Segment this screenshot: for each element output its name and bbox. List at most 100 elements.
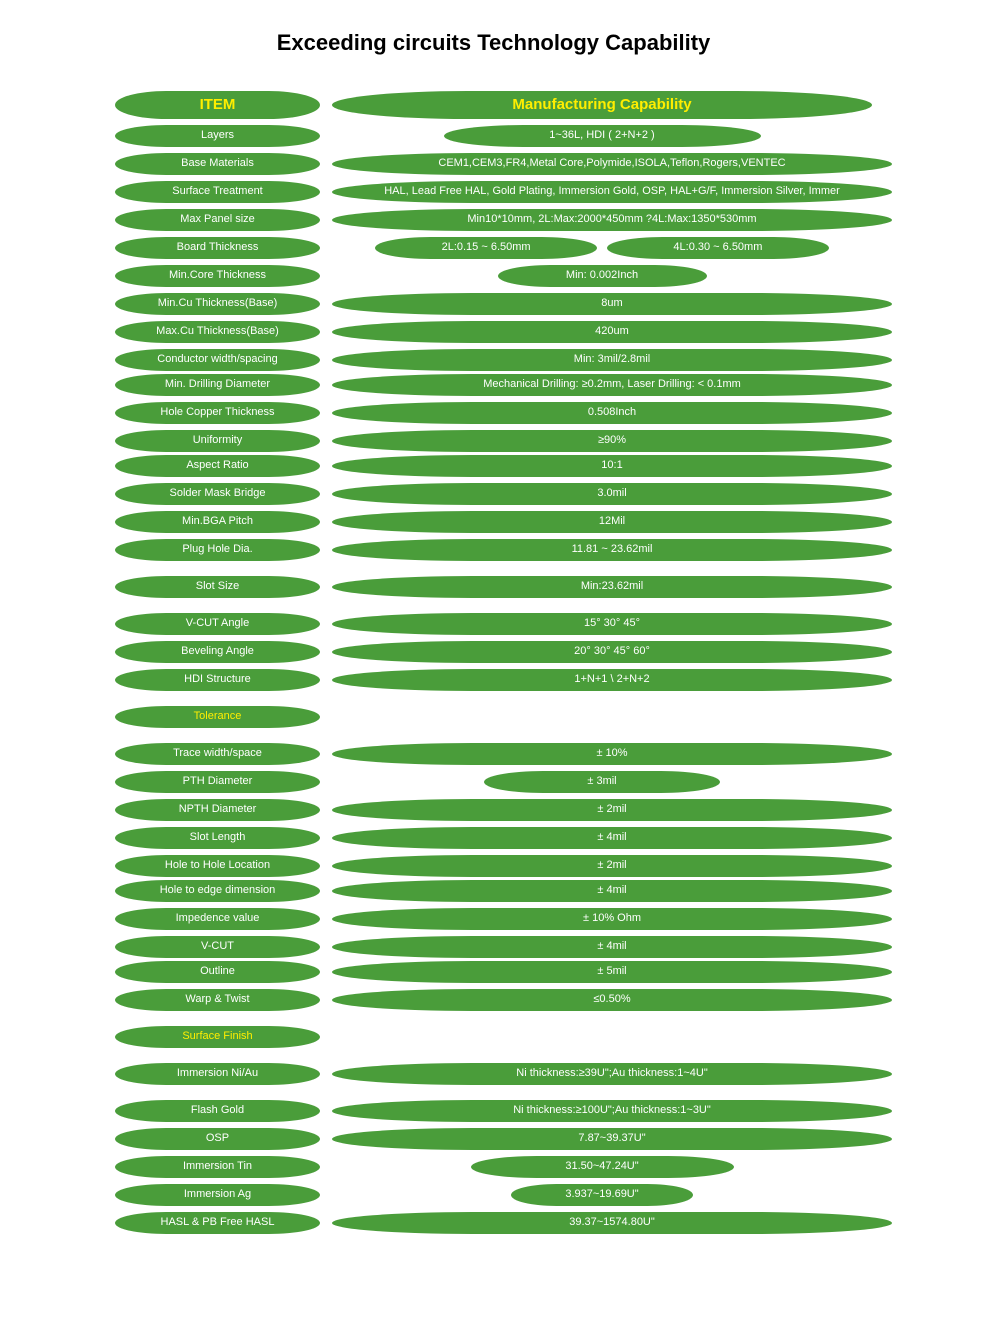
capability-value: 2L:0.15 ~ 6.50mm xyxy=(375,237,597,259)
capability-value: ± 2mil xyxy=(332,855,892,877)
rows-container: Layers1~36L, HDI ( 2+N+2 ) Base Materials… xyxy=(115,125,872,1234)
table-row: V-CUT Angle15° 30° 45° xyxy=(115,613,872,635)
item-label: Trace width/space xyxy=(115,743,320,765)
item-label: Immersion Ni/Au xyxy=(115,1063,320,1085)
item-cell: HDI Structure xyxy=(115,669,320,691)
capability-cell: HAL, Lead Free HAL, Gold Plating, Immers… xyxy=(332,181,872,203)
capability-cell: ± 10% Ohm xyxy=(332,908,872,930)
capability-cell: 39.37~1574.80U" xyxy=(332,1212,872,1234)
capability-value: ± 5mil xyxy=(332,961,892,983)
item-cell: PTH Diameter xyxy=(115,771,320,793)
table-row: OSP7.87~39.37U" xyxy=(115,1128,872,1150)
capability-value: ≤0.50% xyxy=(332,989,892,1011)
item-cell: Impedence value xyxy=(115,908,320,930)
capability-value: ± 4mil xyxy=(332,936,892,958)
item-label: Layers xyxy=(115,125,320,147)
item-cell: Conductor width/spacingMin. Drilling Dia… xyxy=(115,349,320,396)
item-cell: Base Materials xyxy=(115,153,320,175)
item-label: Slot Size xyxy=(115,576,320,598)
item-cell: V-CUTOutline xyxy=(115,936,320,983)
item-label: Plug Hole Dia. xyxy=(115,539,320,561)
capability-cell: 31.50~47.24U" xyxy=(332,1156,872,1178)
table-row: Warp & Twist≤0.50% xyxy=(115,989,872,1011)
capability-cell: Ni thickness:≥100U";Au thickness:1~3U" xyxy=(332,1100,872,1122)
table-row: PTH Diameter ± 3mil xyxy=(115,771,872,793)
item-label: Slot Length xyxy=(115,827,320,849)
capability-cell: 0.508Inch xyxy=(332,402,872,424)
item-label: HDI Structure xyxy=(115,669,320,691)
item-cell: Hole to Hole LocationHole to edge dimens… xyxy=(115,855,320,902)
table-row: Max Panel sizeMin10*10mm, 2L:Max:2000*45… xyxy=(115,209,872,231)
item-label: Hole Copper Thickness xyxy=(115,402,320,424)
capability-cell: 7.87~39.37U" xyxy=(332,1128,872,1150)
table-row: Immersion Tin 31.50~47.24U" xyxy=(115,1156,872,1178)
section-subheader: Tolerance xyxy=(115,706,320,728)
capability-value: Min10*10mm, 2L:Max:2000*450mm ?4L:Max:13… xyxy=(332,209,892,231)
capability-value: 39.37~1574.80U" xyxy=(332,1212,892,1234)
table-row: Flash Gold Ni thickness:≥100U";Au thickne… xyxy=(115,1100,872,1122)
capability-value: 11.81 ~ 23.62mil xyxy=(332,539,892,561)
item-label: Immersion Tin xyxy=(115,1156,320,1178)
table-row: Layers1~36L, HDI ( 2+N+2 ) xyxy=(115,125,872,147)
capability-value: HAL, Lead Free HAL, Gold Plating, Immers… xyxy=(332,181,892,203)
capability-value: 420um xyxy=(332,321,892,343)
item-label: NPTH Diameter xyxy=(115,799,320,821)
table-row: V-CUTOutline ± 4mil± 5mil xyxy=(115,936,872,983)
item-cell: Board Thickness xyxy=(115,237,320,259)
item-label: Outline xyxy=(115,961,320,983)
capability-value: Min: 3mil/2.8mil xyxy=(332,349,892,371)
table-row: Board Thickness2L:0.15 ~ 6.50mm4L:0.30 ~… xyxy=(115,237,872,259)
item-cell: NPTH Diameter xyxy=(115,799,320,821)
item-label: Beveling Angle xyxy=(115,641,320,663)
item-cell: Surface Treatment xyxy=(115,181,320,203)
capability-cell: Min10*10mm, 2L:Max:2000*450mm ?4L:Max:13… xyxy=(332,209,872,231)
table-row: Base MaterialsCEM1,CEM3,FR4,Metal Core,P… xyxy=(115,153,872,175)
table-row: Max.Cu Thickness(Base)420um xyxy=(115,321,872,343)
capability-value: 8um xyxy=(332,293,892,315)
item-label: Hole to edge dimension xyxy=(115,880,320,902)
item-label: Uniformity xyxy=(115,430,320,452)
capability-cell: 420um xyxy=(332,321,872,343)
capability-cell xyxy=(332,1026,872,1048)
table-row: Hole to Hole LocationHole to edge dimens… xyxy=(115,855,872,902)
item-cell: Layers xyxy=(115,125,320,147)
table-row: Slot Length± 4mil xyxy=(115,827,872,849)
item-cell: Tolerance xyxy=(115,706,320,728)
header-capability: Manufacturing Capability xyxy=(332,91,872,119)
table-row: Immersion Ag 3.937~19.69U" xyxy=(115,1184,872,1206)
capability-value: Min: 0.002Inch xyxy=(498,265,707,287)
item-cell: Surface Finish xyxy=(115,1026,320,1048)
capability-value: 31.50~47.24U" xyxy=(471,1156,734,1178)
capability-value: 3.937~19.69U" xyxy=(511,1184,693,1206)
item-label: Surface Treatment xyxy=(115,181,320,203)
capability-cell: 12Mil xyxy=(332,511,872,533)
table-row: UniformityAspect Ratio≥90%10:1 xyxy=(115,430,872,477)
capability-value: 12Mil xyxy=(332,511,892,533)
capability-cell: ± 3mil xyxy=(332,771,872,793)
table-row: Plug Hole Dia.11.81 ~ 23.62mil xyxy=(115,539,872,561)
item-label: Min.Core Thickness xyxy=(115,265,320,287)
capability-value: ≥90% xyxy=(332,430,892,452)
capability-cell xyxy=(332,706,872,728)
table-row: Min.BGA Pitch12Mil xyxy=(115,511,872,533)
capability-value: Min:23.62mil xyxy=(332,576,892,598)
item-cell: Min.Cu Thickness(Base) xyxy=(115,293,320,315)
item-cell: V-CUT Angle xyxy=(115,613,320,635)
item-label: Immersion Ag xyxy=(115,1184,320,1206)
item-label: Board Thickness xyxy=(115,237,320,259)
capability-value: CEM1,CEM3,FR4,Metal Core,Polymide,ISOLA,… xyxy=(332,153,892,175)
header-row: ITEM Manufacturing Capability xyxy=(115,91,872,119)
item-cell: Hole Copper Thickness xyxy=(115,402,320,424)
capability-value: ± 4mil xyxy=(332,880,892,902)
capability-cell: Min:23.62mil xyxy=(332,576,872,598)
item-label: V-CUT Angle xyxy=(115,613,320,635)
item-cell: HASL & PB Free HASL xyxy=(115,1212,320,1234)
item-cell: UniformityAspect Ratio xyxy=(115,430,320,477)
capability-value: ± 10% Ohm xyxy=(332,908,892,930)
item-cell: Solder Mask Bridge xyxy=(115,483,320,505)
capability-value: 7.87~39.37U" xyxy=(332,1128,892,1150)
item-cell: Flash Gold xyxy=(115,1100,320,1122)
table-row: Slot Size Min:23.62mil xyxy=(115,576,872,598)
capability-cell: ± 4mil± 5mil xyxy=(332,936,872,983)
capability-value: 1+N+1 \ 2+N+2 xyxy=(332,669,892,691)
